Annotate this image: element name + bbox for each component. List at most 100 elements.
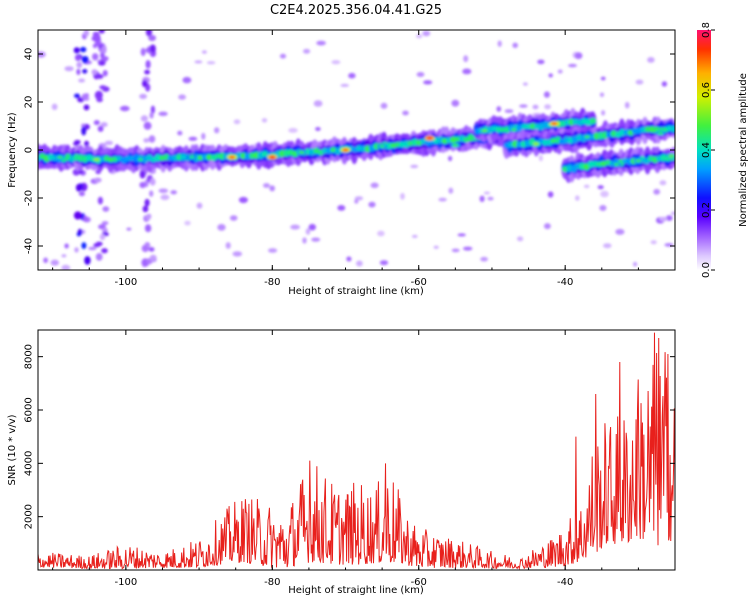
spectrogram-cell xyxy=(416,34,423,39)
spectrogram-cell xyxy=(313,100,323,107)
spectrogram-cell xyxy=(315,127,321,131)
spectrogram-cell xyxy=(584,135,591,139)
spectrogram-cell xyxy=(217,224,226,231)
spectrogram-cell xyxy=(544,223,551,230)
spectrogram-cell xyxy=(463,246,473,251)
spectrogram-cell xyxy=(154,154,162,162)
spectrogram-cell xyxy=(94,41,103,46)
spectrogram-cell xyxy=(452,143,459,147)
spectrogram-cell xyxy=(661,81,668,87)
y-tick-label: 8000 xyxy=(24,344,35,369)
spectrogram-cell xyxy=(141,244,149,253)
spectrogram-cell xyxy=(481,129,488,133)
spectrogram-cell xyxy=(97,196,103,205)
spectrogram-cell xyxy=(158,188,169,194)
x-tick-label: -80 xyxy=(264,277,280,288)
spectrogram-cell xyxy=(148,135,156,143)
spectrogram-cell xyxy=(98,61,106,66)
spectrogram-cell xyxy=(379,260,389,266)
spectrogram-cell xyxy=(331,60,341,65)
spectrogram-cell xyxy=(145,60,151,69)
spectrogram-cell xyxy=(380,102,388,109)
spectrogram-cell xyxy=(92,53,99,61)
spectrogram-heatmap xyxy=(38,30,675,270)
y-tick-label: -20 xyxy=(24,190,35,206)
spectrogram-cell xyxy=(76,68,81,75)
spectrogram-cell xyxy=(368,201,376,208)
spectrogram-cell xyxy=(61,254,67,258)
colorbar-label: Normalized spectral amplitude xyxy=(738,73,749,227)
snr-panel: -100 -80 -60 -40 2000 4000 6000 8000 Height of … xyxy=(7,329,676,596)
spectrogram-cell xyxy=(574,52,583,60)
spectrogram-cell xyxy=(196,202,203,209)
spectrogram-cell xyxy=(225,242,231,249)
y-tick-label: 2000 xyxy=(24,504,35,529)
spectrogram-cell xyxy=(74,247,79,253)
spectrogram-cell xyxy=(94,90,103,100)
spectrogram-cell xyxy=(657,131,664,135)
spectrogram-cell xyxy=(532,104,539,110)
spectrogram-cell xyxy=(188,136,198,141)
chart-title: C2E4.2025.356.04.41.G25 xyxy=(270,3,442,18)
spectrogram-cell xyxy=(238,196,248,204)
spectrogram-cell xyxy=(279,53,287,59)
spectrogram-cell xyxy=(303,48,311,54)
spectrogram-cell xyxy=(568,63,577,68)
spectrogram-cell xyxy=(517,236,524,242)
spectrogram-cell xyxy=(81,242,87,250)
x-tick-label: -100 xyxy=(115,277,138,288)
spectrogram-cell xyxy=(480,256,488,262)
spectrogram-cell xyxy=(150,105,155,114)
spectrogram-cell xyxy=(496,106,502,112)
spectrogram-cell xyxy=(170,190,177,195)
spectrogram-cell xyxy=(653,188,661,195)
spectrogram-cell xyxy=(463,55,469,63)
spectrogram-cell xyxy=(600,76,606,81)
spectrogram-cell xyxy=(348,72,356,79)
spectrogram-cell xyxy=(551,122,558,126)
spectrogram-cell xyxy=(305,228,311,235)
spectrogram-cell xyxy=(422,30,431,37)
spectrogram-cell xyxy=(93,158,100,162)
spectrogram-cell xyxy=(140,47,146,57)
colorbar-gradient xyxy=(697,30,711,270)
spectrogram-cell xyxy=(82,69,88,74)
spectrogram-cell xyxy=(101,221,109,226)
y-tick-label: 4000 xyxy=(24,451,35,476)
spectrogram-cell xyxy=(635,79,644,85)
spectrogram-cell xyxy=(426,136,433,140)
spectrogram-cell xyxy=(95,74,104,79)
spectrogram-cell xyxy=(268,248,278,253)
spectrogram-cell xyxy=(188,155,195,159)
spectrogram-cell xyxy=(599,92,605,98)
spectrogram-cell xyxy=(83,104,90,111)
spectrogram-cell xyxy=(143,138,150,143)
spectrogram-cell xyxy=(140,115,148,122)
spectrogram-cell xyxy=(149,112,154,119)
spectrogram-cell xyxy=(80,46,87,53)
spectrogram-cell xyxy=(495,126,502,133)
spectrogram-cell xyxy=(603,243,612,249)
spectrogram-cell xyxy=(583,184,590,189)
spectrogram-cell xyxy=(557,69,563,74)
spectrogram-cell xyxy=(483,191,491,195)
spectrogram-cell xyxy=(177,130,183,136)
spectrogram-cell xyxy=(214,127,220,134)
spectrogram-cell xyxy=(575,195,580,201)
spectrogram-cell xyxy=(75,55,82,61)
spectrogram-cell xyxy=(635,159,642,163)
spectrogram-cell xyxy=(670,211,675,216)
spectrogram-cell xyxy=(50,259,59,266)
spectrogram-cell xyxy=(544,104,551,110)
spectrogram-cell xyxy=(261,118,268,123)
spectrogram-cell xyxy=(101,45,107,54)
spectrogram-cell xyxy=(548,73,553,78)
spectrogram-cell xyxy=(219,152,226,160)
spectrogram-cell xyxy=(451,248,460,253)
spectrogram-cell xyxy=(184,220,191,226)
spectrogram-cell xyxy=(510,128,517,132)
spectrogram-cell xyxy=(96,97,103,103)
spectrogram-cell xyxy=(100,122,108,128)
spectrogram-cell xyxy=(462,68,472,75)
spectrogram-cell xyxy=(410,164,419,169)
